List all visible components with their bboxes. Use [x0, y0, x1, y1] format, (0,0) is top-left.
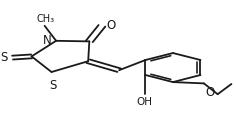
Text: O: O [106, 19, 115, 32]
Text: S: S [49, 79, 56, 92]
Text: N: N [43, 34, 52, 47]
Text: S: S [0, 51, 8, 64]
Text: OH: OH [136, 97, 152, 107]
Text: O: O [205, 86, 214, 99]
Text: CH₃: CH₃ [37, 14, 55, 24]
